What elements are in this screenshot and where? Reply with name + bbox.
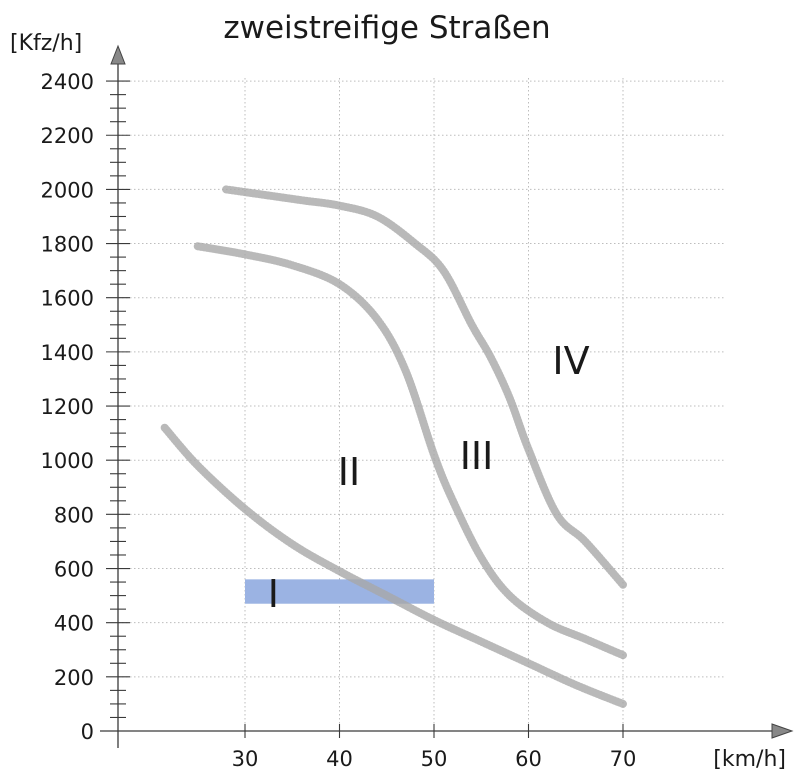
x-tick-label: 60	[515, 747, 542, 771]
zone-label: II	[338, 450, 360, 494]
x-axis-arrow	[771, 723, 794, 739]
y-tick-label: 1600	[41, 287, 94, 311]
y-tick-label: 1400	[41, 341, 94, 365]
x-tick-label: 30	[232, 747, 259, 771]
y-tick-label: 0	[81, 720, 94, 744]
zone-label: III	[460, 434, 494, 478]
zone-label: I	[268, 572, 279, 616]
y-tick-label: 1800	[41, 233, 94, 257]
axes	[100, 44, 794, 748]
y-tick-label: 2200	[41, 124, 94, 148]
y-axis-label: [Kfz/h]	[10, 31, 82, 56]
gridlines	[118, 78, 725, 731]
y-tick-label: 800	[54, 503, 94, 527]
y-tick-label: 1200	[41, 395, 94, 419]
y-tick-label: 600	[54, 558, 94, 582]
y-tick-label: 1000	[41, 449, 94, 473]
x-tick-label: 50	[421, 747, 448, 771]
x-tick-label: 40	[326, 747, 353, 771]
tick-labels: 0 200 400 600 800 1000 1200 1400 1600 1800 2000 220…	[41, 70, 637, 771]
curve-2	[193, 242, 627, 660]
zone-label: IV	[552, 339, 589, 383]
chart-title: zweistreifige Straßen	[223, 10, 550, 46]
y-tick-label: 2000	[41, 178, 94, 202]
y-tick-label: 2400	[41, 70, 94, 94]
curve-1	[160, 423, 627, 708]
y-axis-arrow	[110, 44, 126, 65]
x-axis-label: [km/h]	[713, 747, 786, 772]
curve-3	[222, 185, 627, 589]
x-tick-label: 70	[610, 747, 637, 771]
y-tick-label: 400	[54, 612, 94, 636]
y-tick-label: 200	[54, 666, 94, 690]
curves	[160, 185, 627, 708]
